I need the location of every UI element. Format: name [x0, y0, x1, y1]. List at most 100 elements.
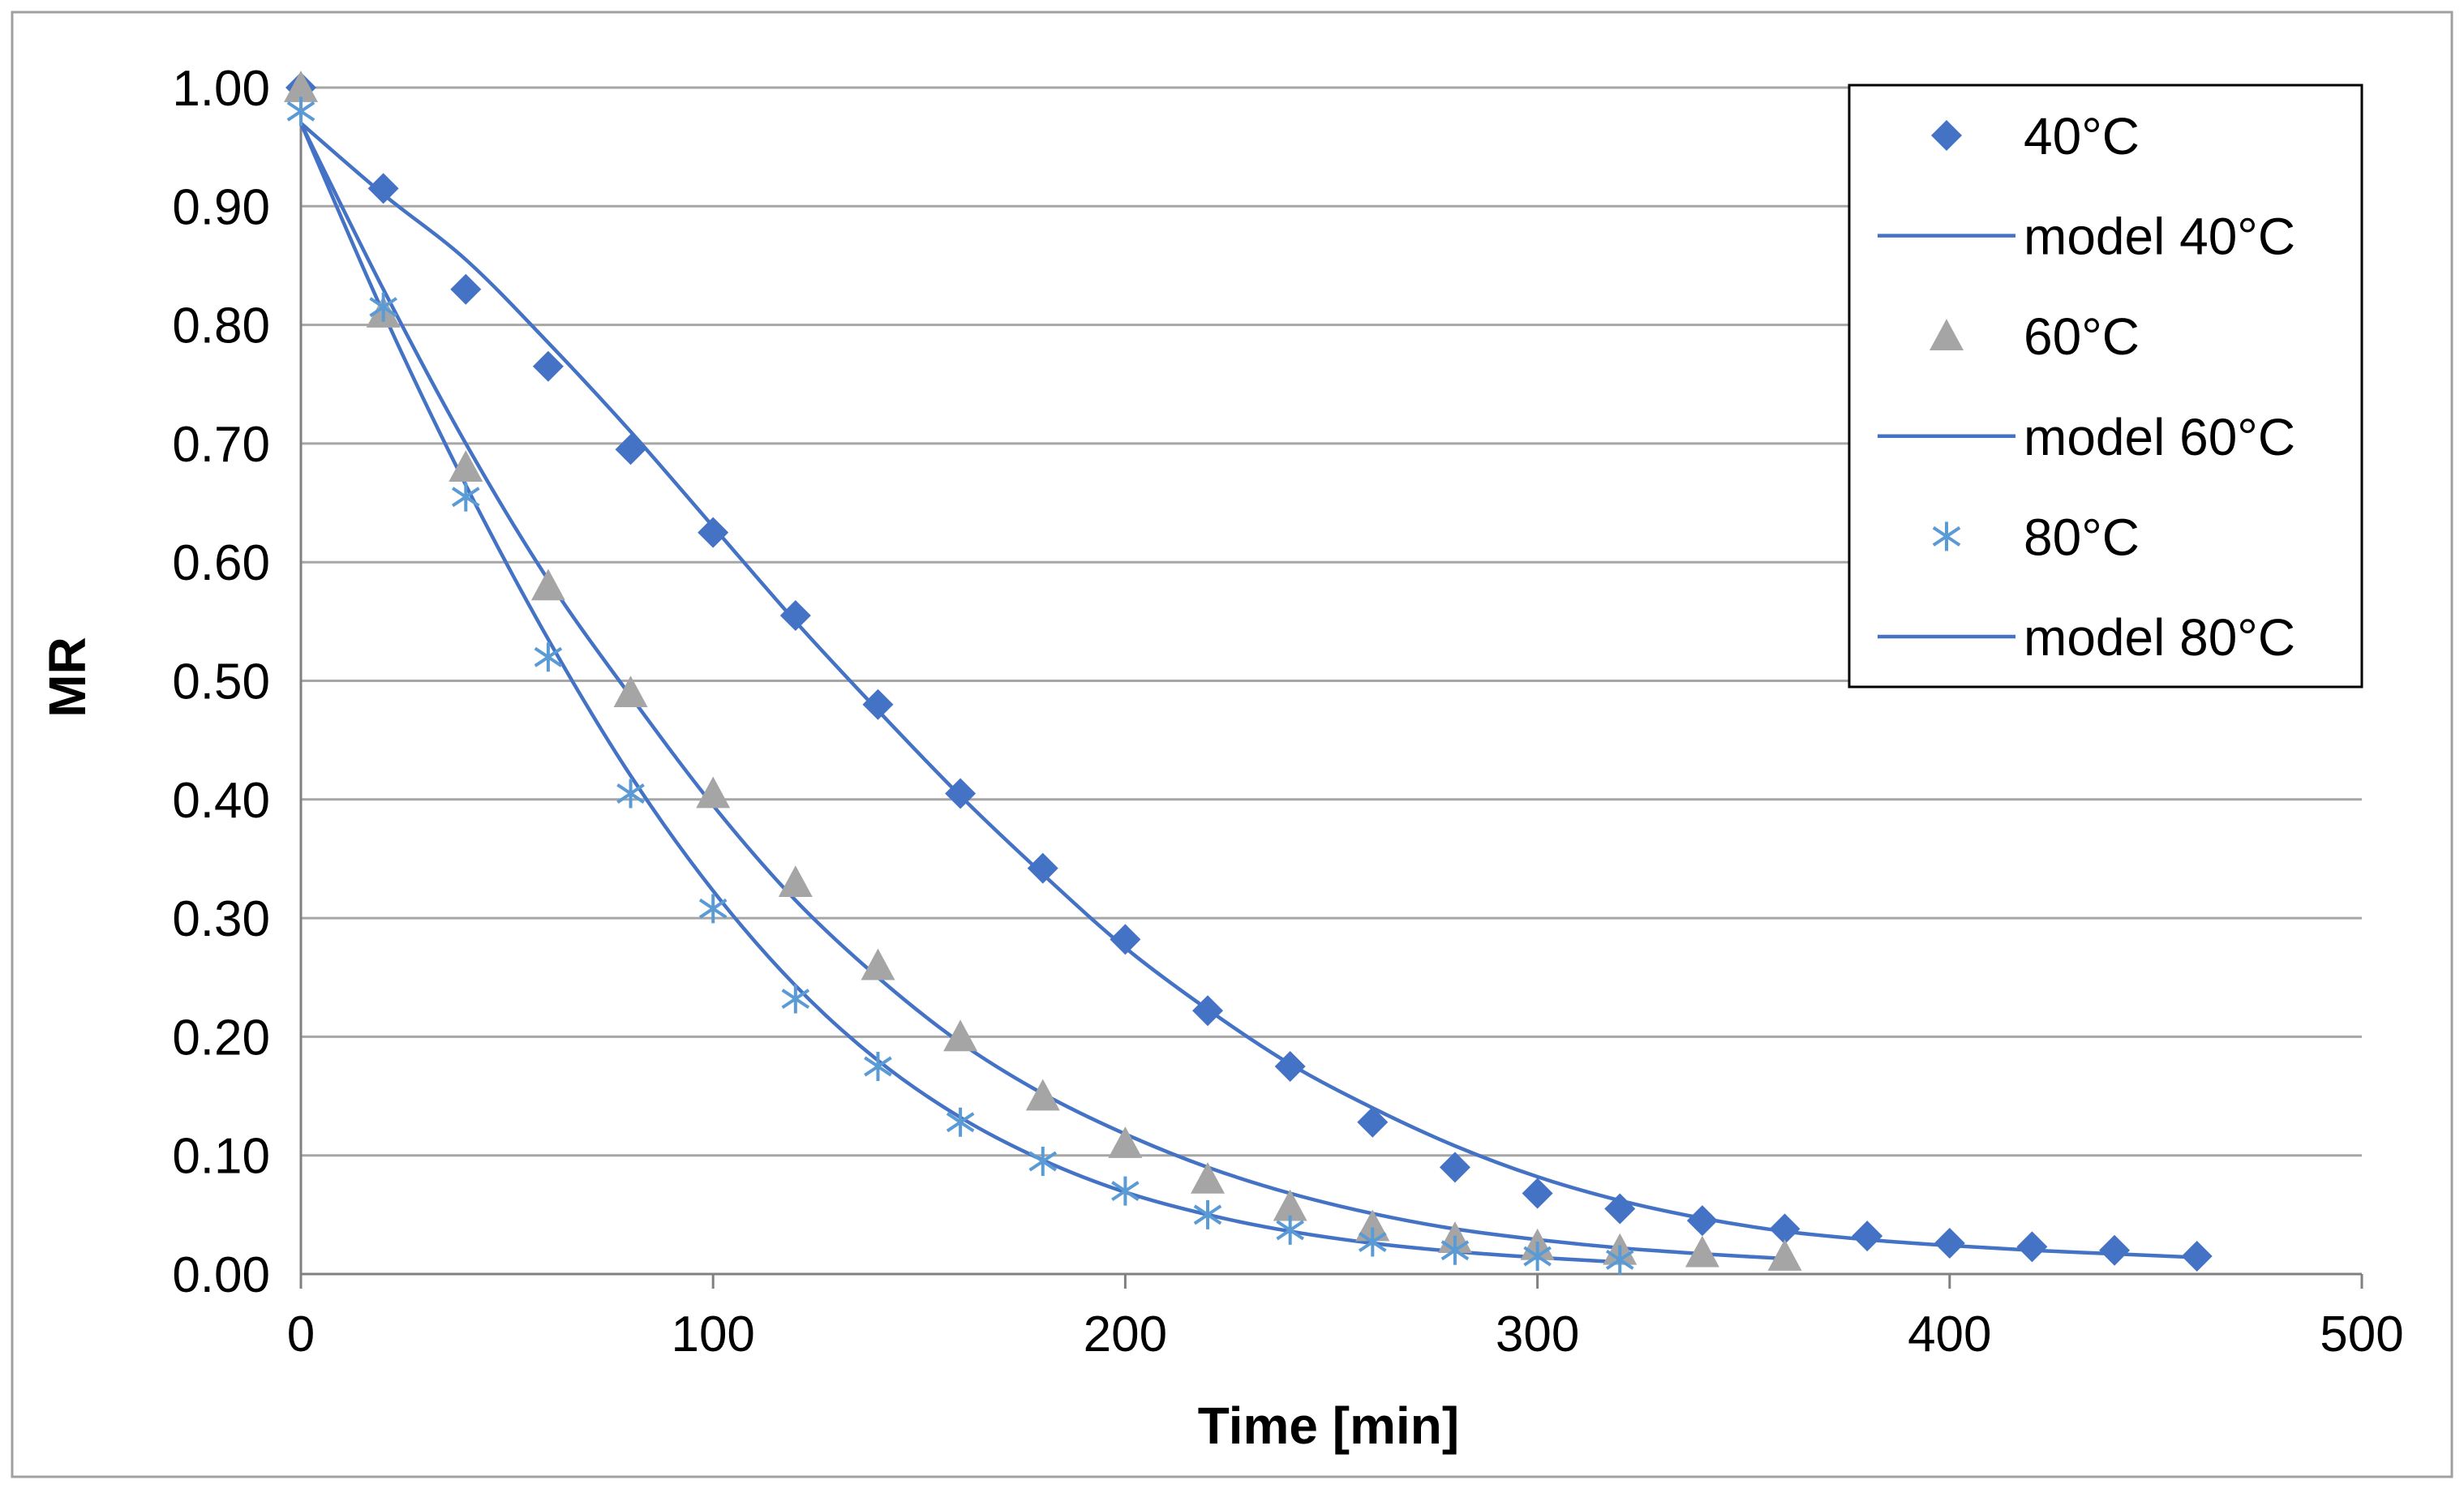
- legend-label-model-60-c: model 60°C: [2024, 408, 2295, 466]
- data-point-40-c-14: [1439, 1152, 1470, 1183]
- y-tick-label-0.60: 0.60: [172, 535, 270, 591]
- data-point-40-c-18: [1769, 1213, 1801, 1245]
- data-point-40-c-19: [1852, 1221, 1883, 1252]
- data-point-80-c-11: [1193, 1199, 1222, 1229]
- data-point-80-c-7: [864, 1051, 892, 1081]
- data-point-40-c-10: [1110, 924, 1141, 955]
- data-point-60-c-5: [696, 776, 731, 809]
- data-point-40-c-7: [862, 689, 894, 720]
- y-tick-label-0.50: 0.50: [172, 654, 270, 710]
- data-point-80-c-13-stroke-d2: [1359, 1232, 1387, 1252]
- data-point-80-c-5-stroke-d2: [698, 898, 728, 919]
- legend-entry-60-c: 60°C: [1930, 307, 2140, 366]
- data-point-80-c-15: [1523, 1242, 1552, 1272]
- legend-marker-60-c: [1930, 319, 1964, 351]
- data-point-80-c-9-stroke-d2: [1028, 1151, 1058, 1172]
- data-point-40-c-9: [1027, 852, 1058, 884]
- y-tick-label-0.20: 0.20: [172, 1010, 270, 1066]
- data-point-80-c-3-stroke-d2: [534, 646, 563, 667]
- data-point-80-c-10-stroke-d2: [1111, 1181, 1140, 1202]
- data-point-80-c-5: [698, 894, 728, 924]
- axes: [299, 88, 2363, 1289]
- series-markers-40-c: [285, 72, 2213, 1272]
- data-point-60-c-9: [1025, 1079, 1060, 1111]
- legend-marker-40-c: [1931, 120, 1962, 151]
- data-point-40-c-5: [698, 517, 729, 548]
- data-point-40-c-2: [450, 273, 482, 305]
- data-point-60-c-0: [284, 71, 318, 102]
- data-point-40-c-4: [615, 434, 646, 465]
- data-point-40-c-16: [1604, 1193, 1636, 1225]
- data-point-40-c-20: [1934, 1227, 1965, 1259]
- data-point-40-c-15: [1522, 1178, 1553, 1209]
- x-tick-label-300: 300: [1496, 1306, 1579, 1362]
- data-point-60-c-4: [613, 676, 648, 707]
- legend-label-60-c: 60°C: [2024, 307, 2140, 366]
- data-point-80-c-6-stroke-d2: [781, 989, 810, 1010]
- data-point-40-c-21: [2016, 1231, 2048, 1263]
- data-point-80-c-7-stroke-d2: [864, 1056, 892, 1077]
- data-point-60-c-3: [530, 568, 565, 601]
- data-point-80-c-11-stroke-d2: [1193, 1204, 1222, 1225]
- data-point-60-c-8: [943, 1019, 978, 1052]
- y-tick-label-0.30: 0.30: [172, 891, 270, 947]
- x-tick-label-100: 100: [671, 1306, 754, 1362]
- data-point-60-c-12: [1273, 1189, 1307, 1221]
- x-axis-title: Time [min]: [1198, 1396, 1459, 1455]
- data-point-40-c-17: [1686, 1205, 1718, 1237]
- data-point-60-c-2: [449, 450, 483, 483]
- x-tick-label-500: 500: [2320, 1306, 2403, 1362]
- plot-series: [284, 71, 2213, 1275]
- data-point-40-c-22: [2099, 1234, 2131, 1266]
- legend-label-model-40-c: model 40°C: [2024, 208, 2295, 266]
- data-point-60-c-10: [1108, 1126, 1143, 1158]
- legend-label-80-c: 80°C: [2024, 508, 2140, 566]
- y-tick-label-0.90: 0.90: [172, 179, 270, 235]
- data-point-60-c-17: [1685, 1235, 1719, 1268]
- data-point-80-c-10: [1111, 1176, 1140, 1206]
- legend-entry-model-40-c: model 40°C: [1878, 208, 2295, 266]
- x-tick-label-200: 200: [1084, 1306, 1167, 1362]
- data-point-80-c-15-stroke-d2: [1523, 1246, 1552, 1267]
- legend-box: [1848, 84, 2363, 689]
- y-tick-label-0.40: 0.40: [172, 773, 270, 829]
- data-point-80-c-4-stroke-d2: [616, 783, 645, 804]
- legend-marker-80-c: [1932, 521, 1961, 551]
- data-point-80-c-2-stroke-d2: [451, 487, 480, 508]
- data-point-80-c-14: [1440, 1235, 1470, 1265]
- y-tick-label-0.00: 0.00: [172, 1247, 270, 1303]
- data-point-80-c-6: [781, 984, 810, 1014]
- series-markers-80-c: [286, 97, 1634, 1275]
- y-tick-label-0.10: 0.10: [172, 1129, 270, 1185]
- data-point-80-c-0-stroke-d2: [286, 101, 316, 122]
- data-point-80-c-16: [1605, 1245, 1634, 1275]
- data-point-80-c-12: [1276, 1215, 1304, 1245]
- data-point-80-c-1-stroke-d2: [369, 297, 397, 318]
- legend-items: 40°C model 40°C 60°C model 60°C 80°C model 80…: [1878, 107, 2295, 667]
- data-point-40-c-6: [779, 600, 811, 632]
- data-point-80-c-16-stroke-d2: [1605, 1249, 1634, 1270]
- data-point-40-c-8: [945, 778, 977, 809]
- y-tick-label-1.00: 1.00: [172, 61, 270, 117]
- legend-marker-80-c-stroke-d2: [1932, 526, 1961, 547]
- legend-entry-80-c: 80°C: [1932, 508, 2140, 566]
- data-point-80-c-9: [1028, 1147, 1058, 1177]
- data-point-60-c-7: [861, 948, 895, 980]
- data-point-60-c-6: [778, 865, 813, 898]
- data-point-40-c-13: [1357, 1106, 1389, 1138]
- legend-label-40-c: 40°C: [2024, 107, 2140, 165]
- legend: 40°C model 40°C 60°C model 60°C 80°C model 80…: [1848, 84, 2363, 689]
- y-tick-label-0.70: 0.70: [172, 417, 270, 473]
- tick-labels: 0.00 0.10 0.20 0.30 0.40 0.50 0.60 0.70 0.80 0.90…: [172, 61, 2403, 1362]
- legend-entry-model-60-c: model 60°C: [1878, 408, 2295, 466]
- data-point-60-c-13: [1355, 1209, 1390, 1242]
- data-point-80-c-8: [946, 1107, 975, 1137]
- data-point-80-c-12-stroke-d2: [1276, 1220, 1304, 1241]
- data-point-80-c-13: [1359, 1227, 1387, 1257]
- legend-label-model-80-c: model 80°C: [2024, 608, 2295, 667]
- data-point-40-c-23: [2181, 1241, 2213, 1272]
- y-tick-label-0.80: 0.80: [172, 298, 270, 354]
- data-point-80-c-4: [616, 779, 645, 809]
